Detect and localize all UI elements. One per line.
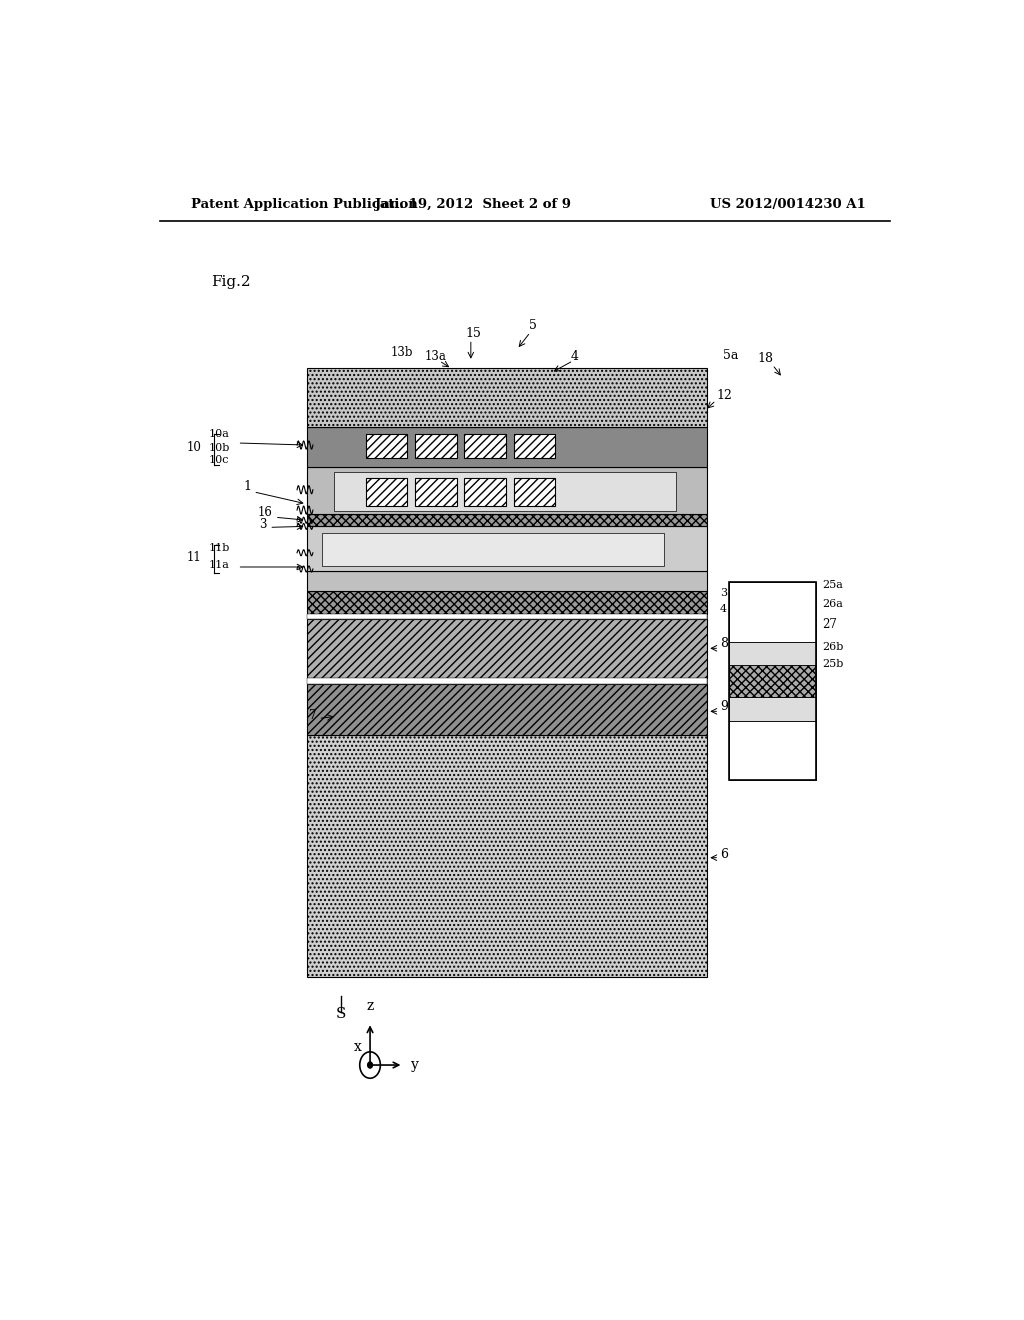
Text: 11b: 11b — [208, 543, 229, 553]
Text: 26a: 26a — [822, 599, 844, 609]
Text: 4: 4 — [570, 350, 579, 363]
Bar — [729, 582, 816, 642]
Bar — [514, 434, 555, 458]
Text: 11a: 11a — [209, 560, 229, 570]
Text: 6: 6 — [720, 847, 728, 861]
Text: z: z — [367, 999, 374, 1014]
Bar — [306, 614, 708, 619]
Text: 11: 11 — [186, 550, 201, 564]
Text: y: y — [412, 1059, 419, 1072]
Text: 15: 15 — [465, 327, 481, 341]
Text: 3: 3 — [259, 519, 267, 532]
Text: 10b: 10b — [208, 444, 229, 453]
Bar — [729, 697, 816, 721]
Bar — [306, 735, 708, 977]
Text: 10: 10 — [186, 441, 201, 454]
Bar — [306, 467, 708, 515]
Bar — [465, 478, 506, 506]
Text: Fig.2: Fig.2 — [211, 276, 251, 289]
Bar — [514, 478, 555, 506]
Bar — [306, 527, 708, 572]
Text: 3: 3 — [720, 589, 727, 598]
Circle shape — [368, 1063, 373, 1068]
Text: 27: 27 — [822, 618, 838, 631]
Text: 25b: 25b — [822, 659, 844, 669]
Bar — [306, 677, 708, 684]
Bar — [729, 721, 816, 780]
Bar — [306, 426, 708, 467]
Bar — [306, 614, 708, 619]
Bar — [729, 665, 816, 697]
Text: S: S — [336, 1007, 346, 1022]
Text: 4: 4 — [720, 603, 727, 614]
Text: 13a: 13a — [424, 350, 446, 363]
Text: 25a: 25a — [822, 581, 844, 590]
Text: Jan. 19, 2012  Sheet 2 of 9: Jan. 19, 2012 Sheet 2 of 9 — [375, 198, 571, 211]
Text: 10a: 10a — [209, 429, 229, 438]
Text: x: x — [354, 1040, 362, 1053]
Text: US 2012/0014230 A1: US 2012/0014230 A1 — [711, 198, 866, 211]
Bar — [729, 642, 816, 665]
Bar — [306, 368, 708, 426]
Text: 13b: 13b — [390, 346, 413, 359]
Text: 16: 16 — [258, 506, 272, 519]
Text: 5: 5 — [528, 319, 537, 333]
Bar — [465, 434, 506, 458]
Text: 18: 18 — [758, 351, 773, 364]
Text: 5a: 5a — [723, 348, 738, 362]
Text: 26b: 26b — [822, 643, 844, 652]
Bar — [334, 473, 676, 511]
Text: 1: 1 — [243, 479, 251, 492]
Bar — [729, 582, 816, 780]
Bar — [367, 434, 408, 458]
Bar — [367, 478, 408, 506]
Text: Patent Application Publication: Patent Application Publication — [191, 198, 418, 211]
Bar — [323, 533, 664, 566]
Text: 8: 8 — [720, 638, 728, 651]
Bar — [306, 684, 708, 735]
Bar — [306, 591, 708, 614]
Bar — [306, 677, 708, 684]
Text: 7: 7 — [309, 709, 316, 722]
Bar — [306, 513, 708, 527]
Bar — [416, 478, 457, 506]
Text: 9: 9 — [720, 701, 728, 713]
Bar — [306, 619, 708, 677]
Text: 10c: 10c — [209, 455, 229, 466]
Bar — [306, 572, 708, 591]
Bar — [416, 434, 457, 458]
Text: 12: 12 — [717, 389, 733, 403]
Text: 2: 2 — [733, 594, 740, 607]
